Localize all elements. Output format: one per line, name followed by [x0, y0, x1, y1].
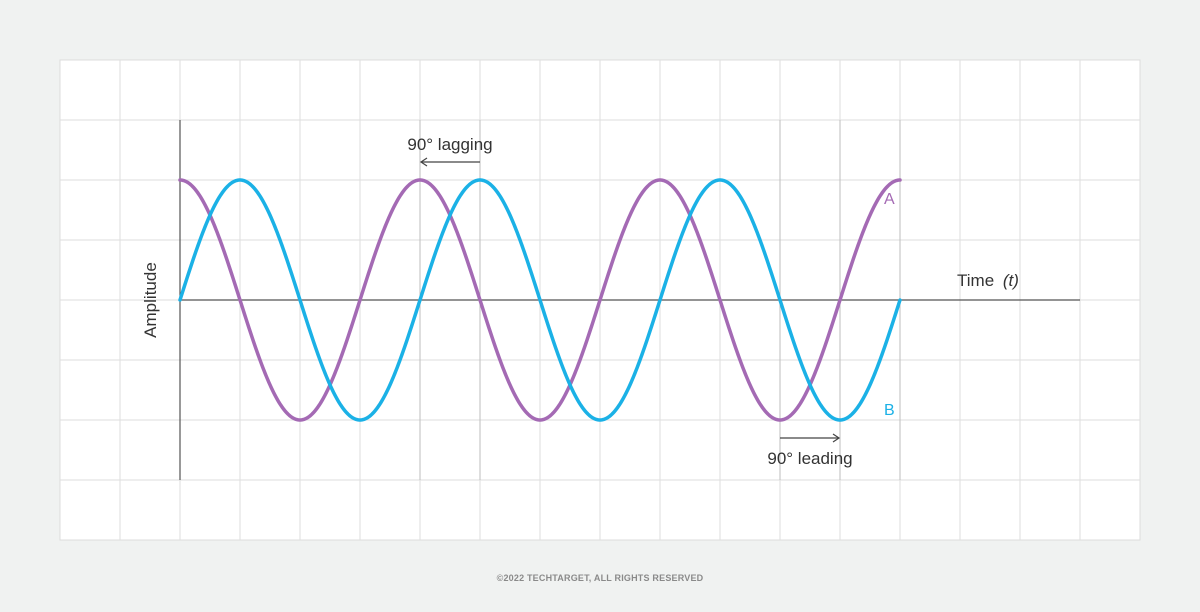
x-axis-label-symbol: (t)	[1003, 271, 1019, 290]
series-b-curve	[178, 178, 902, 422]
leading-annotation: 90° leading	[767, 449, 852, 468]
series-b-label: B	[884, 402, 895, 419]
y-axis-label: Amplitude	[141, 262, 160, 338]
lagging-annotation: 90° lagging	[407, 135, 492, 154]
series-a-curve	[178, 178, 902, 422]
lagging-arrowhead	[419, 157, 428, 167]
copyright-notice: ©2022 TECHTARGET, ALL RIGHTS RESERVED	[496, 573, 704, 583]
series-a-label: A	[884, 191, 895, 208]
x-axis-label-text: Time	[957, 271, 994, 290]
x-axis-label: Time (t)	[957, 271, 1019, 290]
leading-arrowhead	[832, 433, 841, 443]
